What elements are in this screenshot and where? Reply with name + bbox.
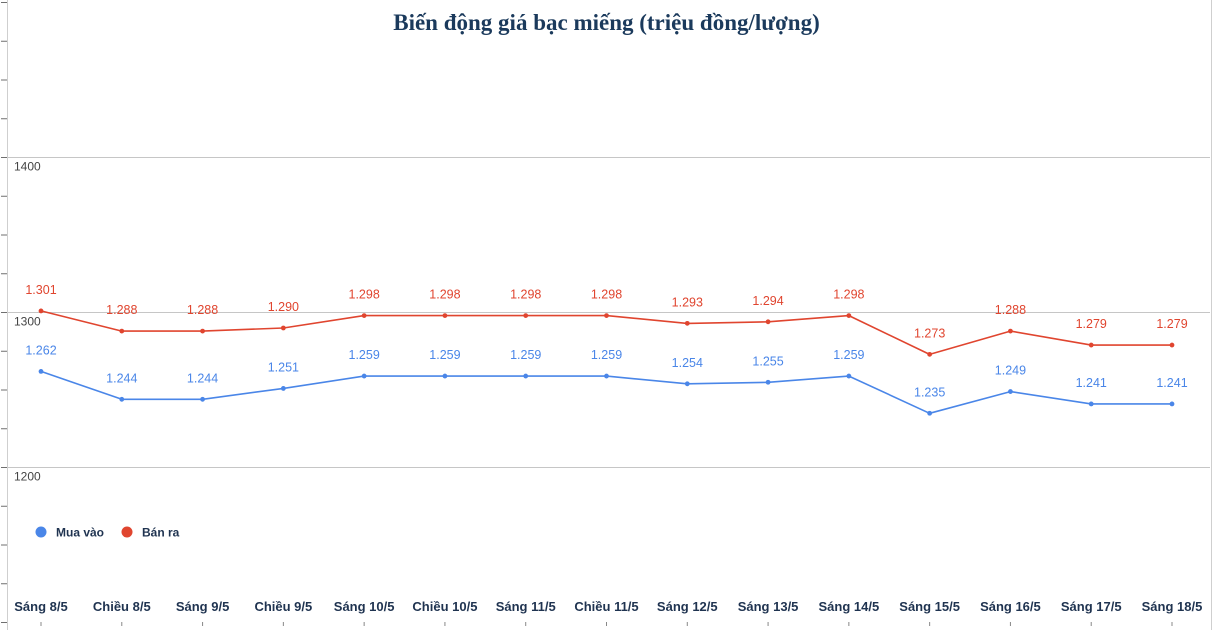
- data-point: [765, 319, 771, 325]
- data-label: 1.259: [591, 348, 622, 362]
- data-point: [200, 328, 205, 334]
- data-point: [442, 373, 448, 379]
- data-label: 1.293: [672, 295, 703, 309]
- data-point: [442, 313, 448, 318]
- data-label: 1.259: [429, 348, 460, 362]
- x-tick-label: Sáng 8/5: [14, 599, 67, 614]
- data-label: 1.259: [349, 348, 380, 362]
- x-tick-label: Sáng 13/5: [738, 599, 799, 614]
- x-tick-label: Chiều 9/5: [254, 599, 312, 614]
- data-label: 1.294: [752, 294, 783, 308]
- data-label: 1.241: [1076, 376, 1107, 390]
- legend-label-0: Mua vào: [56, 526, 104, 540]
- x-tick-label: Sáng 14/5: [819, 599, 880, 614]
- data-point: [927, 410, 933, 416]
- data-point: [604, 373, 609, 379]
- x-tick-label: Sáng 9/5: [176, 599, 229, 614]
- data-point: [1008, 328, 1013, 334]
- data-point: [846, 373, 852, 379]
- x-tick-label: Chiều 11/5: [574, 599, 638, 614]
- legend-label-1: Bán ra: [142, 526, 180, 540]
- data-point: [280, 386, 286, 391]
- data-point: [1169, 342, 1175, 348]
- x-tick-label: Chiều 10/5: [412, 599, 477, 614]
- data-point: [38, 369, 44, 374]
- chart-title: Biến động giá bạc miếng (triệu đồng/lượn…: [393, 10, 820, 35]
- data-label: 1.249: [995, 364, 1026, 378]
- data-label: 1.279: [1076, 317, 1107, 331]
- data-point: [684, 320, 690, 326]
- data-point: [1169, 401, 1175, 407]
- x-tick-label: Sáng 17/5: [1061, 599, 1122, 614]
- data-label: 1.273: [914, 326, 945, 340]
- data-point: [684, 381, 690, 387]
- data-point: [119, 328, 125, 334]
- data-label: 1.241: [1156, 376, 1187, 390]
- data-label: 1.298: [591, 288, 622, 302]
- x-tick-label: Sáng 16/5: [980, 599, 1041, 614]
- data-point: [604, 313, 609, 318]
- data-label: 1.259: [510, 348, 541, 362]
- data-point: [1088, 342, 1094, 348]
- data-label: 1.244: [106, 371, 137, 385]
- data-label: 1.235: [914, 385, 945, 399]
- y-tick-label: 1300: [14, 315, 41, 329]
- legend-marker-1: [121, 526, 133, 538]
- data-point: [361, 313, 367, 318]
- data-label: 1.288: [187, 303, 218, 317]
- data-point: [38, 308, 44, 314]
- data-label: 1.255: [752, 354, 783, 368]
- data-label: 1.298: [510, 288, 541, 302]
- data-label: 1.262: [25, 343, 56, 357]
- legend-marker-0: [35, 526, 47, 538]
- data-label: 1.254: [672, 356, 703, 370]
- data-point: [1008, 389, 1013, 394]
- data-point: [119, 396, 125, 402]
- data-label: 1.290: [268, 300, 299, 314]
- x-tick-label: Sáng 15/5: [899, 599, 960, 614]
- data-point: [927, 351, 933, 357]
- data-point: [846, 313, 852, 318]
- data-label: 1.259: [833, 348, 864, 362]
- data-label: 1.288: [106, 303, 137, 317]
- y-tick-label: 1200: [14, 470, 41, 484]
- data-label: 1.298: [429, 288, 460, 302]
- data-label: 1.298: [349, 288, 380, 302]
- data-label: 1.288: [995, 303, 1026, 317]
- data-point: [523, 313, 529, 318]
- data-label: 1.301: [25, 283, 56, 297]
- x-tick-label: Sáng 10/5: [334, 599, 395, 614]
- data-point: [280, 325, 286, 331]
- x-tick-label: Sáng 12/5: [657, 599, 718, 614]
- x-tick-label: Sáng 18/5: [1142, 599, 1203, 614]
- data-label: 1.298: [833, 288, 864, 302]
- data-label: 1.244: [187, 371, 218, 385]
- x-tick-label: Sáng 11/5: [496, 599, 556, 614]
- x-tick-label: Chiều 8/5: [93, 599, 151, 614]
- y-tick-label: 1400: [14, 160, 41, 174]
- data-point: [200, 396, 205, 402]
- data-label: 1.279: [1156, 317, 1187, 331]
- data-point: [1088, 401, 1094, 407]
- data-point: [523, 373, 529, 379]
- data-point: [361, 373, 367, 379]
- data-point: [765, 379, 771, 385]
- data-label: 1.251: [268, 360, 299, 374]
